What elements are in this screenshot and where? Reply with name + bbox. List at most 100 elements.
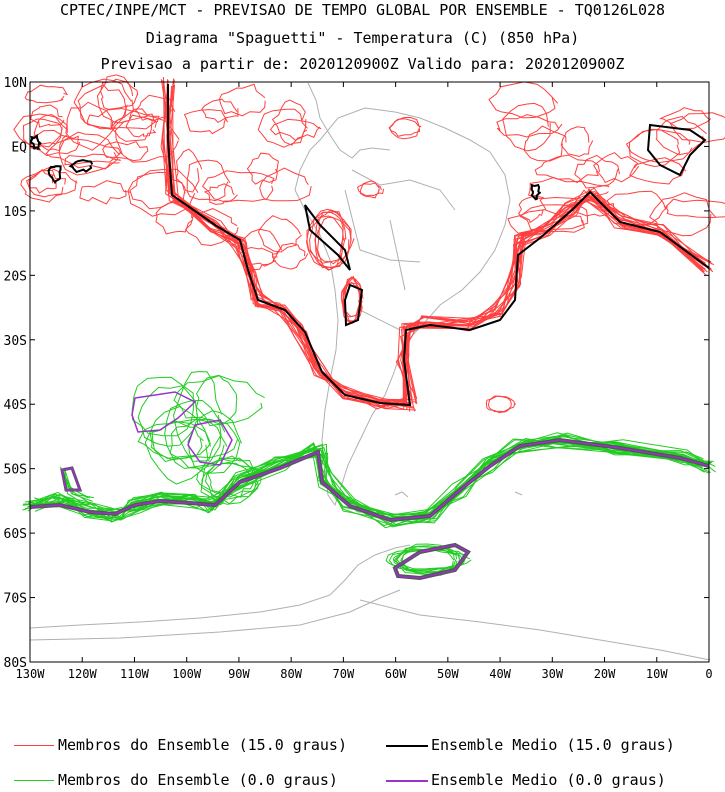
member-15-blob [593, 152, 640, 184]
member-15-andes [309, 211, 352, 269]
lon-label: 50W [437, 667, 459, 681]
member-15-blob [201, 98, 239, 124]
mean-15-andes [304, 204, 351, 271]
mean-0-sea [394, 544, 470, 579]
mean-15-blob [530, 183, 542, 201]
member-15-blob [271, 99, 307, 146]
contour-layer [13, 74, 725, 581]
legend-swatch-members-15 [14, 745, 54, 746]
mean-0-blob [131, 391, 197, 433]
member-15-blob [487, 395, 512, 413]
lon-label: 100W [172, 667, 202, 681]
member-15-blob [388, 117, 421, 140]
lon-label: 90W [228, 667, 250, 681]
mean-15-andes-2 [343, 283, 364, 327]
member-15-blob [246, 152, 279, 185]
member-15-blob [237, 246, 278, 271]
coastline-islands [394, 491, 523, 498]
member-15-andes [342, 277, 362, 323]
lon-label: 0 [705, 667, 712, 681]
mean-15-blob [29, 133, 42, 150]
lon-label: 10W [646, 667, 668, 681]
member-15-blob [571, 198, 615, 217]
coastline-antarctica-2 [29, 589, 401, 641]
member-15-blob [649, 192, 716, 237]
member-15-blob [574, 154, 620, 189]
member-15-andes [317, 211, 344, 271]
map-frame [29, 81, 710, 663]
coastline-south-america [294, 107, 511, 507]
member-15-blob [269, 118, 322, 141]
lon-label: 80W [280, 667, 302, 681]
member-15-blob [507, 209, 585, 234]
member-15-west [166, 78, 405, 402]
member-15-blob [218, 83, 266, 117]
member-15-east [401, 188, 708, 408]
member-15-blob [257, 108, 308, 148]
member-0-sea-blob [385, 548, 472, 572]
mean-15-blob [68, 159, 94, 174]
member-15-blob [175, 148, 203, 193]
member-15-andes [341, 281, 361, 318]
member-15-blob [186, 159, 231, 202]
member-15-blob [606, 190, 669, 228]
lat-label: 80S [4, 656, 27, 671]
legend-swatch-members-0 [14, 780, 54, 781]
member-15-east [400, 198, 713, 412]
legend-label-members-15: Membros do Ensemble (15.0 graus) [58, 736, 347, 754]
lon-label: 120W [68, 667, 98, 681]
member-15-west [167, 79, 406, 408]
mean-15-blob-east [646, 123, 707, 177]
member-15-andes [314, 216, 345, 265]
member-15-blob [77, 84, 127, 129]
mean-15-line [167, 84, 710, 407]
member-15-west [160, 79, 415, 401]
legend-swatch-mean-0 [386, 780, 428, 782]
member-15-blob [13, 113, 67, 145]
member-0-ring [63, 473, 89, 499]
member-15-blob [125, 108, 157, 138]
member-15-blob [388, 118, 422, 137]
coastline-central-america [307, 82, 391, 159]
member-0-blob [196, 461, 262, 498]
lon-label: 40W [489, 667, 511, 681]
member-15-blob [64, 153, 122, 170]
member-15-west [172, 90, 411, 406]
member-15-blob [625, 128, 693, 164]
legend-swatch-mean-15 [386, 745, 428, 747]
member-15-blob [25, 168, 57, 194]
member-15-blob [485, 395, 516, 414]
member-15-east [400, 192, 706, 407]
member-15-blob [24, 84, 69, 104]
member-15-blob [127, 168, 199, 217]
lat-label: 60S [4, 527, 27, 542]
member-15-blob [357, 182, 385, 197]
member-15-blob [534, 154, 600, 184]
member-15-blob [257, 215, 303, 253]
coastline-layer [29, 82, 711, 661]
member-15-blob [664, 198, 725, 219]
lat-label: 10N [4, 76, 27, 91]
member-15-blob [87, 107, 160, 130]
member-15-blob [102, 141, 149, 162]
lat-label: 30S [4, 334, 27, 349]
member-15-blob [629, 157, 687, 185]
member-15-east [404, 197, 715, 404]
coastline-amazon-border [351, 169, 456, 211]
lat-label: 70S [4, 592, 27, 607]
member-15-blob [134, 94, 176, 122]
member-15-blob [201, 170, 275, 203]
member-15-blob [655, 115, 707, 156]
member-0-blob [187, 410, 242, 474]
title-line-3: Previsao a partir de: 2020120900Z Valido… [100, 55, 625, 73]
lat-label: 20S [4, 269, 27, 284]
member-0-blob [172, 371, 223, 462]
mean-15-blob [47, 165, 62, 185]
member-15-blob [45, 138, 122, 165]
member-15-blob [155, 201, 194, 235]
lon-label: 20W [594, 667, 616, 681]
lat-label: 10S [4, 205, 27, 220]
member-0-blob [164, 399, 226, 470]
